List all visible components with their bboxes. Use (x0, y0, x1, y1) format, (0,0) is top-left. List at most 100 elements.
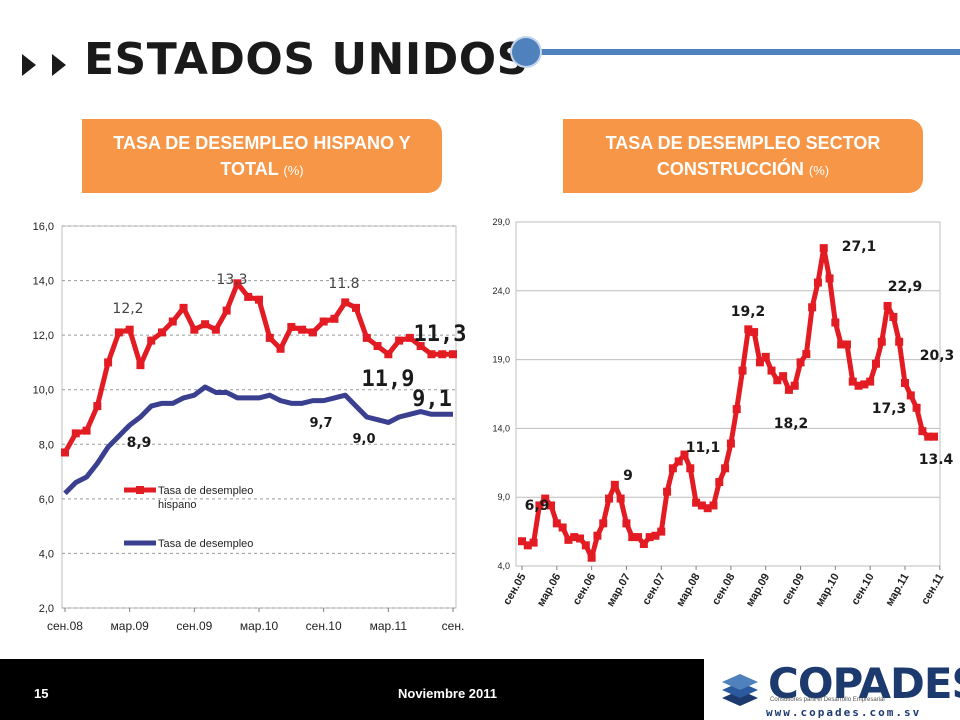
y-tick-label: 8,0 (39, 439, 54, 451)
page-title: ESTADOS UNIDOS (84, 34, 529, 85)
data-point (352, 303, 360, 312)
data-point (255, 295, 263, 304)
data-point (541, 494, 550, 503)
data-point (744, 325, 753, 334)
data-point (427, 350, 436, 359)
x-tick-label: мар.11 (370, 619, 408, 633)
x-tick-label: сен.10 (306, 619, 342, 633)
chart-hispanic-unemployment: 2,0 4,0 6,0 8,0 10,0 12,0 14,0 16,0 сен.08 мар.09… (33, 221, 467, 633)
title-accent-circle (512, 38, 540, 66)
x-tick-label: мар.08 (674, 572, 702, 609)
data-point (871, 359, 880, 368)
y-tick-label: 4,0 (497, 561, 510, 571)
footer-page-number: 15 (34, 686, 49, 701)
data-point (605, 494, 614, 503)
data-point (244, 292, 253, 301)
data-point (924, 432, 933, 441)
data-point (628, 533, 637, 542)
data-point (895, 337, 904, 346)
data-label: 9,7 (309, 416, 332, 431)
y-tick-label: 2,0 (39, 603, 54, 615)
data-point (802, 350, 811, 359)
data-label: 17,3 (872, 401, 907, 417)
data-point (761, 352, 770, 361)
data-point (651, 531, 660, 540)
charts-canvas: 2,0 4,0 6,0 8,0 10,0 12,0 14,0 16,0 сен.08 мар.09… (33, 217, 955, 633)
data-point (819, 244, 828, 253)
data-point (883, 301, 892, 310)
data-point (645, 533, 654, 542)
chart-header-hispanic-unit: (%) (283, 163, 304, 178)
data-point (767, 366, 776, 375)
logo-tagline: Consultores para el Desarrollo Empresari… (770, 697, 885, 703)
data-point (570, 533, 579, 542)
logo-wordmark: COPADES (768, 659, 960, 708)
y-tick-label: 10,0 (33, 385, 54, 397)
y-tick-label: 14,0 (492, 423, 510, 433)
data-label: 11,9 (362, 367, 415, 392)
data-label: 13,3 (216, 272, 247, 288)
data-point (738, 366, 747, 375)
data-point (808, 303, 817, 312)
data-point (663, 487, 672, 496)
data-point (726, 439, 735, 448)
data-point (634, 533, 643, 542)
data-point (384, 350, 393, 359)
data-point (438, 350, 447, 359)
chart-construction-unemployment: 4,0 9,0 14,0 19,0 24,0 29,0 сен.05 мар.06 сен.06… (492, 217, 954, 609)
data-point (639, 539, 648, 548)
data-point (779, 372, 788, 381)
data-point (179, 303, 188, 312)
data-point (523, 541, 532, 550)
data-label: 11,3 (414, 322, 467, 347)
data-point (298, 325, 307, 334)
data-point (147, 336, 156, 345)
plot-area-2 (515, 221, 941, 567)
title-area: ESTADOS UNIDOS (0, 0, 960, 110)
data-point (552, 519, 561, 528)
data-point (906, 391, 915, 400)
data-point (449, 350, 457, 359)
x-tick-label: сен.08 (710, 572, 737, 608)
data-point (373, 342, 382, 351)
data-point (308, 328, 317, 337)
data-point (877, 337, 886, 346)
data-point (114, 328, 123, 337)
data-point (71, 429, 80, 438)
data-point (233, 279, 242, 288)
data-point (773, 376, 782, 385)
y-tick-label: 24,0 (492, 286, 510, 296)
footer-date: Noviembre 2011 (398, 686, 498, 701)
data-point (587, 553, 596, 562)
x-tick-label: сен. (442, 619, 465, 633)
y-tick-label: 16,0 (33, 221, 54, 233)
title-accent-line (523, 49, 960, 55)
data-point (930, 432, 938, 441)
data-point (564, 535, 573, 544)
x-tick-label: сен.09 (780, 572, 807, 608)
data-label: 11.8 (328, 276, 359, 292)
data-point (416, 342, 425, 351)
data-point (616, 494, 625, 503)
data-point (576, 534, 585, 543)
data-point (610, 480, 619, 489)
x-tick-label: сен.09 (176, 619, 212, 633)
data-point (755, 358, 764, 367)
data-label: 9 (623, 468, 633, 484)
data-point (709, 501, 718, 510)
chart-header-construction-text: TASA DE DESEMPLEO SECTOR CONSTRUCCIÓN (605, 132, 881, 179)
title-bullet-icon (52, 54, 66, 76)
data-point (518, 537, 526, 546)
x-tick-label: сен.08 (47, 619, 83, 633)
x-tick-label: мар.06 (535, 572, 563, 609)
x-tick-label: мар.10 (240, 619, 279, 633)
data-point (825, 274, 834, 283)
data-point (668, 464, 677, 473)
logo-url[interactable]: www.copades.com.sv (766, 706, 922, 719)
data-point (558, 523, 567, 532)
x-tick-label: сен.05 (501, 572, 528, 608)
x-tick-label: мар.09 (744, 572, 772, 609)
data-point (529, 538, 538, 547)
chart-header-construction-unit: (%) (808, 163, 830, 178)
x-tick-label: мар.11 (883, 572, 911, 609)
